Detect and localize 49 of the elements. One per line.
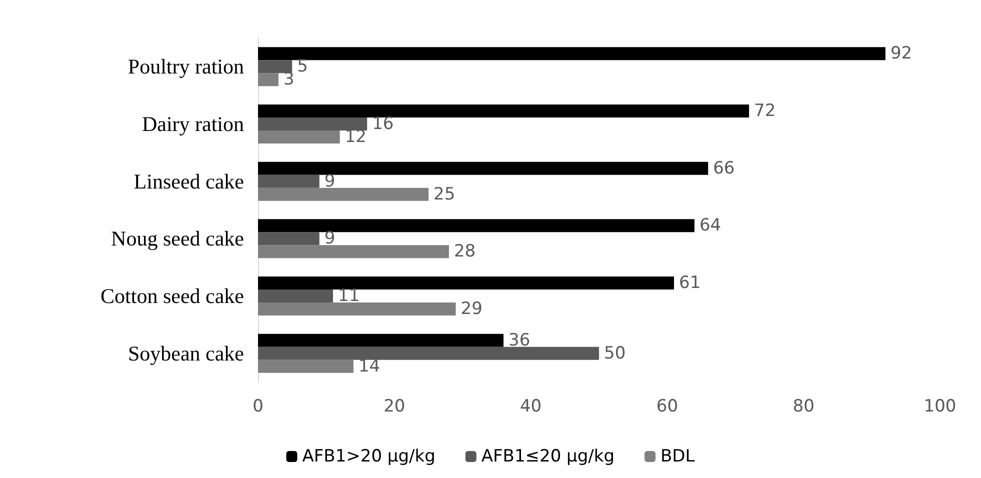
x-tick-label: 60 — [656, 396, 678, 416]
data-label: 92 — [890, 44, 912, 64]
legend-label: BDL — [660, 446, 696, 466]
x-tick-label: 0 — [252, 396, 264, 416]
data-label: 16 — [372, 114, 394, 134]
bar — [258, 334, 504, 347]
data-label: 72 — [754, 101, 776, 121]
data-label: 36 — [508, 330, 530, 350]
bar — [258, 302, 456, 316]
bar — [258, 73, 278, 86]
bar — [258, 174, 320, 188]
bar — [258, 60, 292, 74]
y-tick-label: Noug seed cake — [111, 226, 244, 251]
bar — [258, 360, 354, 373]
x-tick-label: 20 — [384, 396, 406, 416]
bar — [258, 346, 599, 360]
y-tick-label: Cotton seed cake — [100, 284, 244, 308]
data-label: 64 — [699, 216, 722, 236]
data-label: 66 — [713, 158, 735, 178]
legend-label: AFB1≤20 µg/kg — [481, 446, 615, 466]
bar — [258, 47, 886, 60]
y-tick-label: Soybean cake — [128, 341, 244, 366]
y-tick-label: Linseed cake — [134, 169, 244, 194]
data-label: 9 — [324, 228, 336, 249]
y-tick-label: Poultry ration — [128, 54, 244, 79]
data-label: 9 — [324, 171, 336, 192]
legend-label: AFB1>20 µg/kg — [302, 446, 436, 466]
data-label: 11 — [338, 286, 360, 306]
bar — [258, 290, 334, 302]
bar — [258, 232, 320, 246]
data-label: 14 — [358, 356, 380, 376]
data-label: 5 — [297, 56, 308, 77]
bar — [258, 162, 708, 175]
bar — [258, 130, 340, 144]
bar — [258, 219, 694, 232]
bar — [258, 245, 449, 258]
data-label: 25 — [434, 184, 456, 204]
bar — [258, 276, 674, 290]
data-label: 61 — [679, 273, 701, 293]
bar — [258, 104, 750, 118]
x-tick-label: 100 — [924, 396, 956, 416]
data-label: 29 — [460, 299, 482, 319]
bar — [258, 118, 368, 130]
bar — [258, 188, 428, 201]
x-tick-label: 40 — [520, 396, 542, 416]
x-tick-label: 80 — [792, 396, 814, 416]
y-tick-label: Dairy ration — [142, 112, 244, 136]
data-label: 28 — [454, 242, 476, 262]
data-label: 50 — [604, 343, 626, 364]
